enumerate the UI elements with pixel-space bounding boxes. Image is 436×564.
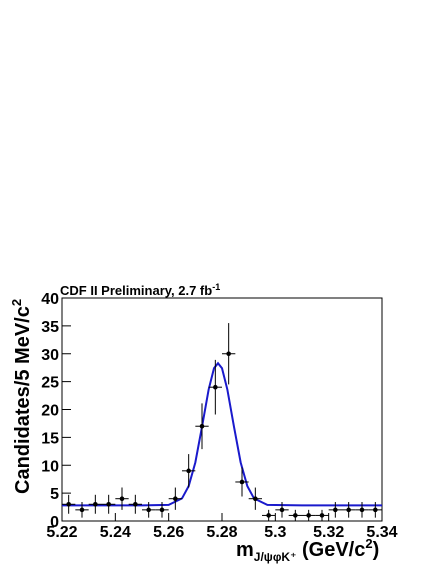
data-point bbox=[133, 501, 138, 507]
x-tick-label: 5.32 bbox=[313, 524, 344, 541]
data-point bbox=[319, 513, 325, 518]
y-tick-label: 5 bbox=[50, 486, 59, 503]
data-point bbox=[266, 513, 271, 518]
data-point bbox=[253, 496, 258, 502]
data-point bbox=[359, 507, 365, 513]
y-tick-label: 15 bbox=[41, 430, 59, 447]
plot-frame bbox=[61, 297, 383, 522]
data-point bbox=[173, 496, 178, 502]
data-point bbox=[333, 507, 338, 513]
y-tick-label: 20 bbox=[41, 403, 59, 420]
x-tick-label: 5.3 bbox=[264, 524, 286, 541]
y-label-sup: 2 bbox=[9, 299, 24, 306]
x-label-main: m bbox=[236, 539, 254, 561]
y-tick-label: 10 bbox=[41, 458, 59, 475]
y-tick-label: 25 bbox=[41, 375, 59, 392]
x-tick-label: 5.24 bbox=[100, 524, 131, 541]
data-point bbox=[293, 513, 298, 518]
chart-title: CDF II Preliminary, 2.7 fb-1 bbox=[60, 282, 220, 298]
title-sup: -1 bbox=[212, 282, 220, 292]
x-tick-label: 5.26 bbox=[153, 524, 184, 541]
data-point bbox=[306, 513, 311, 518]
data-point bbox=[66, 501, 71, 507]
x-axis-label: mJ/ψφK⁺ (GeV/c2) bbox=[236, 536, 379, 564]
data-point bbox=[346, 507, 351, 513]
fit-curve bbox=[62, 361, 382, 507]
y-label-text: Candidates/5 MeV/c bbox=[12, 306, 34, 494]
data-point bbox=[213, 384, 218, 390]
x-label-close: ) bbox=[373, 539, 380, 561]
data-point bbox=[199, 423, 205, 429]
data-point bbox=[146, 507, 151, 513]
data-point bbox=[373, 507, 378, 513]
y-axis-label: Candidates/5 MeV/c2 bbox=[9, 299, 34, 494]
y-tick-label: 0 bbox=[50, 514, 59, 531]
data-point bbox=[186, 468, 191, 474]
data-point bbox=[159, 507, 165, 513]
y-tick-label: 30 bbox=[41, 347, 59, 364]
x-tick-label: 5.28 bbox=[206, 524, 237, 541]
y-tick-label: 40 bbox=[41, 291, 59, 308]
x-label-unit-sup: 2 bbox=[365, 536, 372, 551]
x-label-sub: J/ψφK⁺ bbox=[254, 550, 297, 564]
y-tick-label: 35 bbox=[41, 319, 59, 336]
x-tick-label: 5.22 bbox=[46, 524, 77, 541]
data-point bbox=[106, 501, 111, 507]
data-point bbox=[79, 507, 85, 513]
data-point bbox=[279, 507, 285, 513]
data-point bbox=[226, 351, 231, 357]
x-tick-label: 5.34 bbox=[366, 524, 397, 541]
data-point bbox=[93, 501, 98, 507]
data-point bbox=[119, 496, 125, 502]
data-point bbox=[239, 479, 245, 485]
x-label-unit: (GeV/c bbox=[296, 539, 365, 561]
title-text: CDF II Preliminary, 2.7 fb bbox=[60, 283, 212, 298]
